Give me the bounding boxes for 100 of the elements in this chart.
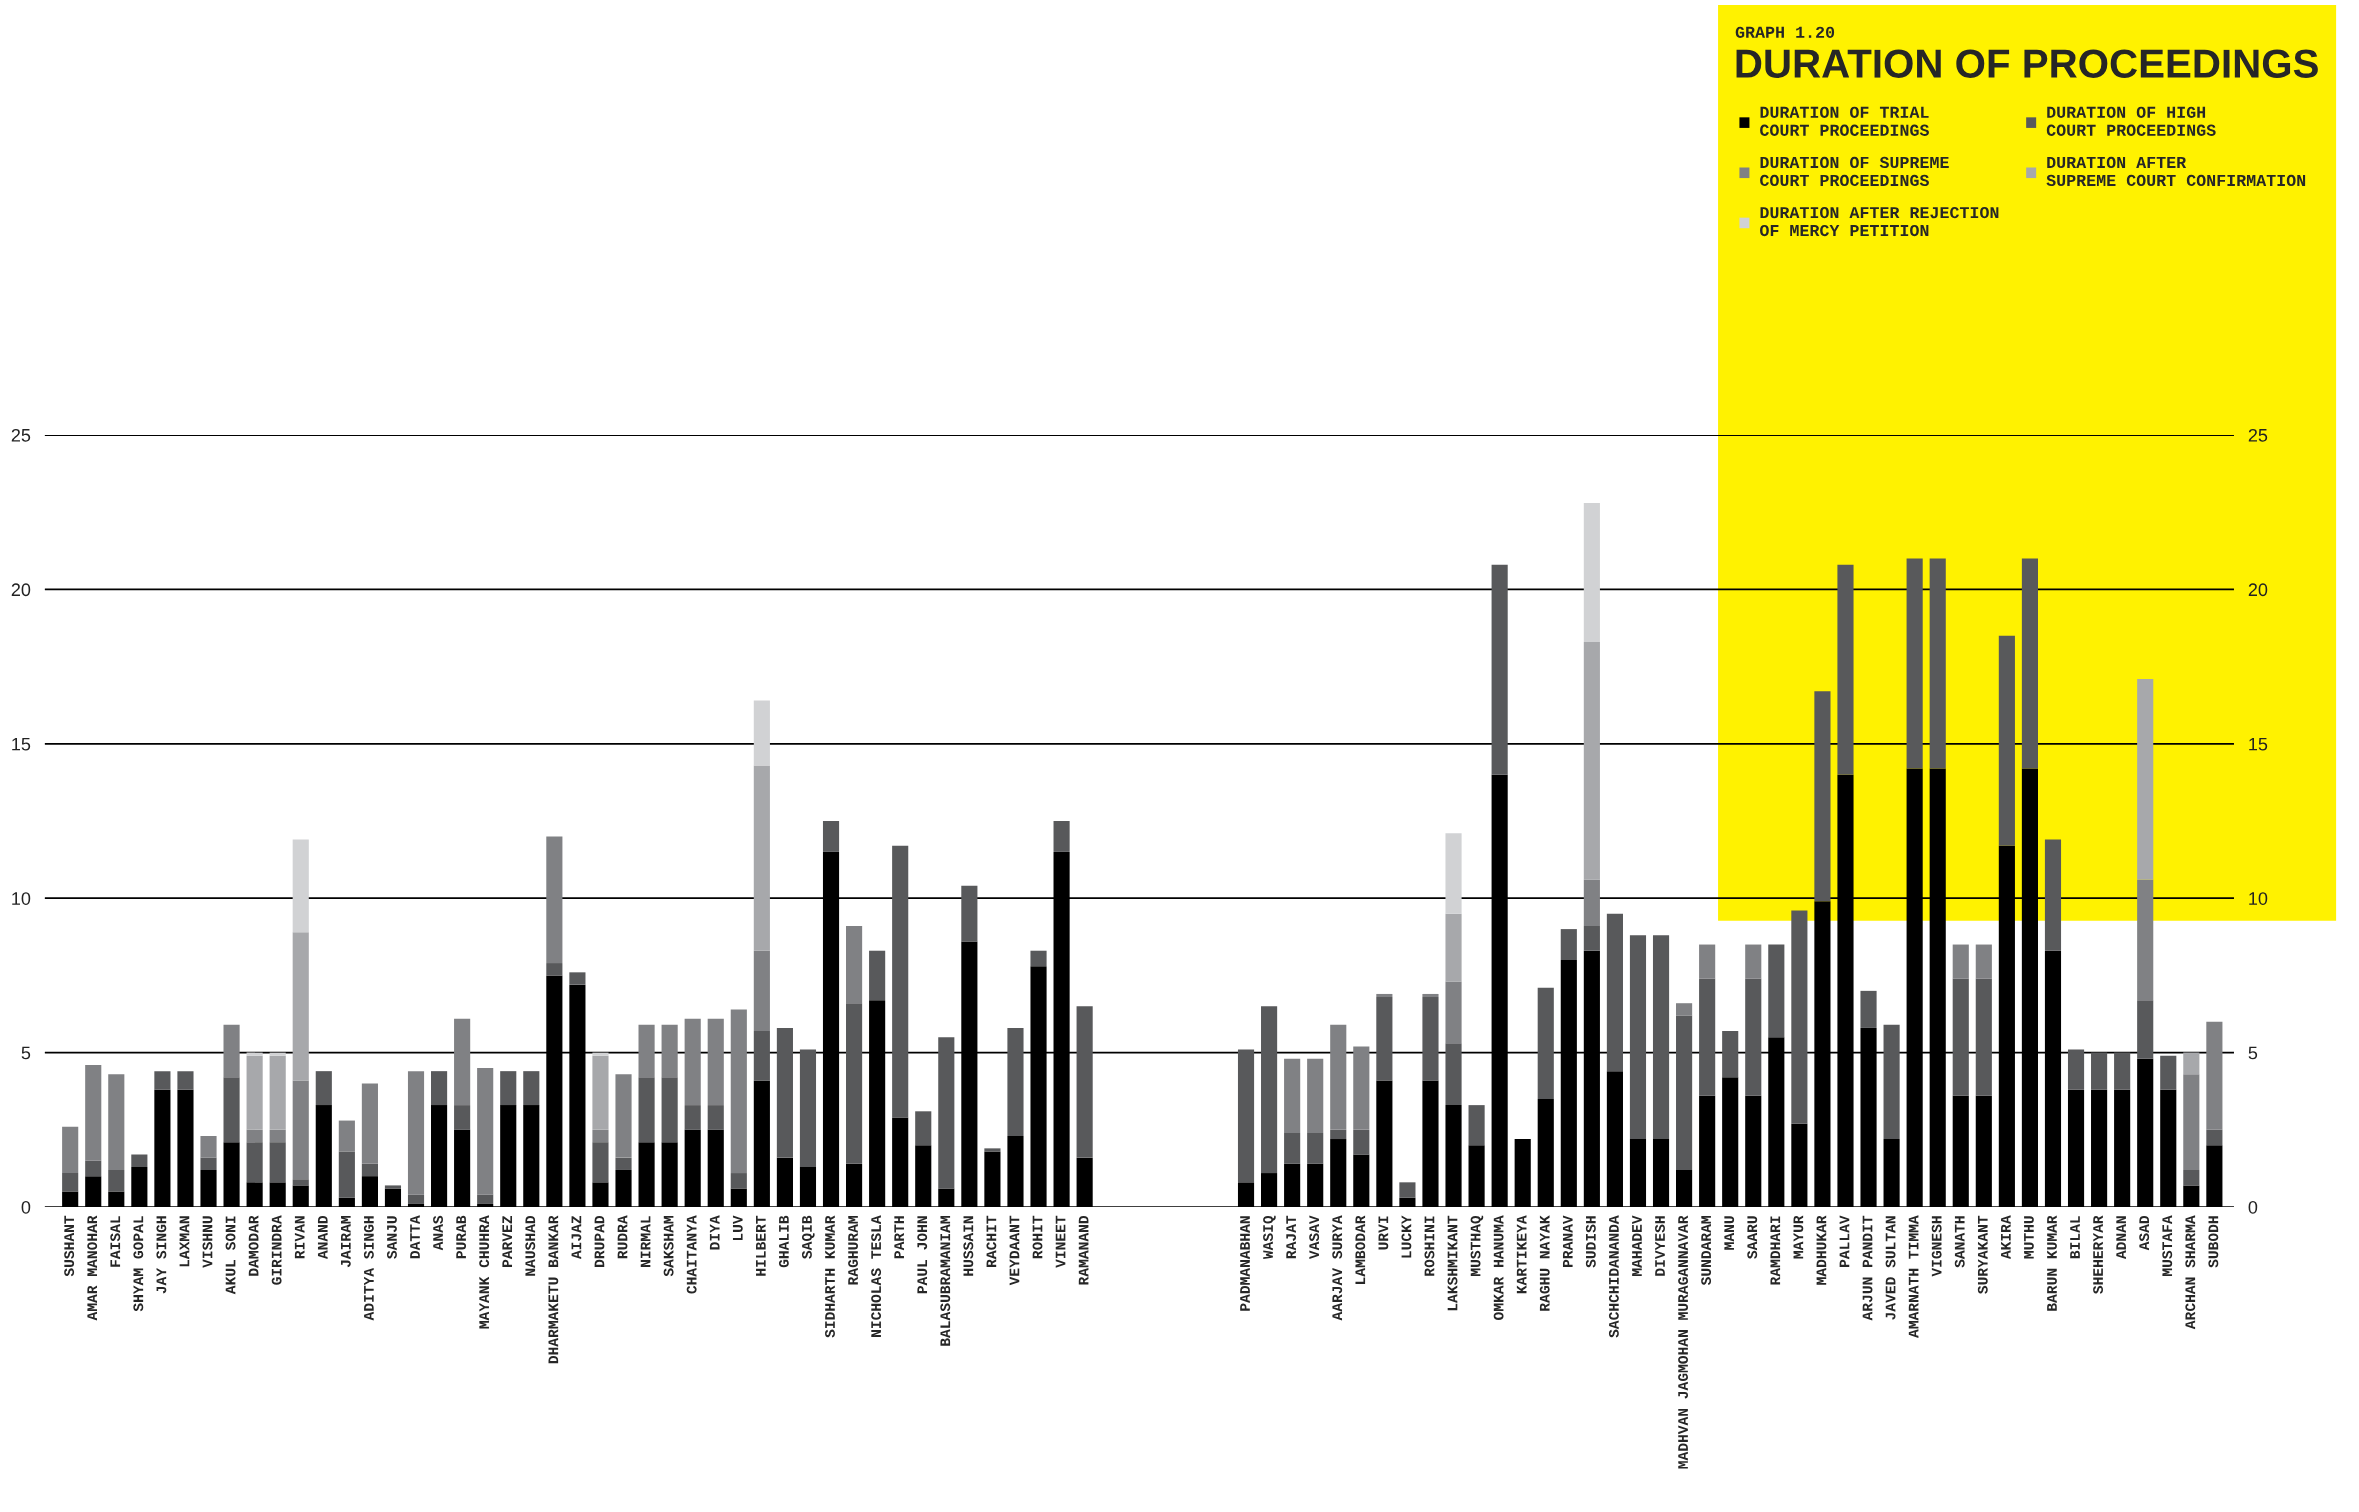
x-tick-label: ROSHINI [1424,1216,1435,1276]
bar [1699,944,1716,979]
x-tick-label: JAY SINGH [156,1216,167,1294]
x-tick-label: SAQIB [801,1215,815,1259]
bar [477,1068,494,1195]
bar [2044,839,2062,951]
bar [246,1129,263,1143]
x-tick-label: NIRMAL [640,1216,651,1267]
bar [1445,981,1462,1044]
bar [2091,1052,2108,1090]
bar [1975,944,1992,979]
x-tick-label: ANAND [317,1215,328,1260]
x-tick-label: ARJUN PANDIT [1862,1215,1873,1321]
x-tick-label: LUV [732,1215,743,1241]
bar [1583,926,1600,951]
x-tick-label: VEYDAANT [1009,1215,1020,1286]
bar [361,1163,378,1177]
bar [1330,1024,1347,1130]
bar [638,1077,655,1143]
bar [85,1160,102,1177]
bar [1676,1015,1693,1170]
bar [776,1027,793,1158]
x-tick-label: ANAS [433,1215,443,1251]
bar [1952,978,1969,1096]
bar [1652,935,1670,1140]
bar [454,1018,471,1106]
y-tick-label: 0 [21,1200,31,1214]
bar [615,1157,632,1170]
bar [592,1129,609,1143]
x-tick-label: SANJU [386,1216,397,1259]
x-tick-label: RAMDHARI [1770,1216,1781,1285]
x-tick-label: SANATH [1954,1216,1965,1268]
bar [2067,1049,2085,1090]
y2-tick-label: 25 [2248,428,2268,442]
legend-label: DURATION OF SUPREME COURT PROCEEDINGS [1760,156,1949,187]
x-tick-label: DIYA [709,1215,720,1250]
x-tick-label: PADMANABHAN [1240,1216,1250,1311]
x-tick-label: FAISAL [110,1216,121,1267]
x-tick-label: RAMANAND [1078,1215,1089,1285]
bar [592,1142,609,1183]
bar [269,1142,286,1183]
bar [892,845,909,1118]
bar [246,1142,263,1183]
bar [753,700,770,766]
x-tick-label: HILBERT [756,1215,766,1276]
legend-label: DURATION OF HIGH COURT PROCEEDINGS [2046,106,2216,136]
bar [2137,1000,2154,1059]
bar [1929,558,1946,769]
bar [730,1009,747,1174]
legend-label: DURATION AFTER SUPREME COURT CONFIRMATION [2046,156,2306,187]
x-tick-label: CHAITANYA [686,1215,697,1294]
bar [1560,929,1577,960]
bar [292,839,309,933]
bar [1583,502,1600,642]
bar [2206,1129,2223,1146]
bar [1745,978,1762,1096]
bar [62,1126,79,1174]
y-tick-label: 10 [12,892,31,905]
x-tick-label: LAXMAN [179,1216,190,1267]
bar [1307,1058,1324,1133]
bar [108,1169,125,1192]
bar [753,765,770,951]
x-tick-label: BALASUBRAMANIAM [940,1216,951,1346]
bar [1468,1105,1485,1146]
x-tick-label: ASAD [2139,1215,2150,1251]
x-tick-label: DHARMAKETU BANKAR [548,1215,559,1364]
bar [292,1080,309,1180]
bar [200,1136,217,1158]
legend-label: DURATION OF TRIAL COURT PROCEEDINGS [1760,106,1929,136]
bar [753,950,770,1032]
bar [1629,935,1647,1140]
x-tick-label: MADHVAN JAGMOHAN MURAGANNAVAR [1678,1215,1689,1469]
bar [1445,833,1462,914]
bar [177,1071,194,1090]
bar [1422,993,1439,998]
x-tick-label: AKUL SONI [225,1216,236,1295]
x-tick-label: JAVED SULTAN [1885,1216,1896,1320]
x-tick-label: VASAV [1309,1215,1320,1260]
y2-tick-label: 0 [2248,1200,2258,1214]
bar [799,1049,817,1167]
x-tick-label: PALLAV [1839,1215,1850,1267]
bar [454,1105,471,1130]
bar [269,1052,286,1056]
y2-tick-label: 10 [2249,892,2268,905]
bar [154,1071,171,1090]
x-tick-label: RACHIT [986,1215,997,1267]
bar [1537,987,1554,1099]
x-tick-label: MADHUKAR [1816,1215,1827,1285]
bar [753,1031,770,1081]
bar [1284,1058,1301,1133]
x-tick-label: MANU [1724,1216,1735,1250]
bar [1445,1043,1462,1106]
x-tick-label: LAKSHMIKANT [1447,1215,1458,1311]
x-tick-label: DRUPAD [594,1215,605,1267]
y2-tick-label: 15 [2249,737,2268,751]
bar [1768,944,1785,1038]
bar [569,972,586,985]
x-tick-label: ARCHAN SHARMA [2185,1215,2196,1330]
bar [246,1052,263,1056]
bar [915,1111,932,1146]
